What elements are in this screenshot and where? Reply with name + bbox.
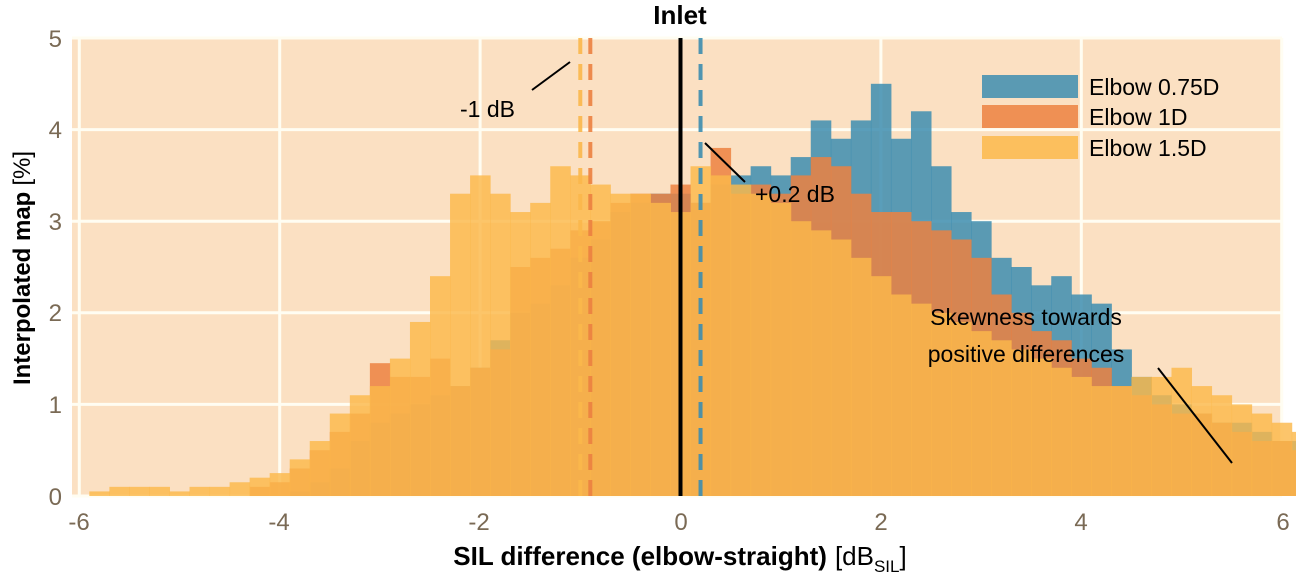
histogram-bar: [1211, 395, 1233, 496]
histogram-bar: [770, 202, 792, 496]
chart-title: Inlet: [653, 0, 707, 30]
legend: Elbow 0.75D Elbow 1D Elbow 1.5D: [982, 74, 1219, 161]
legend-swatch-elbow-075d: [982, 75, 1078, 98]
histogram-bar: [229, 482, 251, 496]
histogram-bar: [971, 331, 992, 496]
histogram-bar: [89, 491, 110, 496]
histogram-bar: [1271, 422, 1293, 496]
x-axis-label-unit-close: ]: [900, 541, 907, 571]
x-axis-label-unit-subscript: SIL: [874, 557, 900, 576]
histogram-bar: [1251, 413, 1273, 496]
y-tick-label: 0: [49, 484, 62, 511]
histogram-bar: [1291, 431, 1296, 496]
histogram-bar: [910, 303, 932, 496]
histogram-bar: [329, 413, 351, 496]
histogram-bar: [309, 441, 331, 496]
histogram-bars: [89, 83, 1296, 497]
histogram-bar: [389, 358, 411, 496]
x-tick-label: 6: [1276, 509, 1289, 536]
histogram-bar: [289, 459, 311, 496]
histogram-bar: [249, 477, 271, 496]
x-axis-label-unit: [dB: [835, 541, 874, 571]
x-tick-label: 2: [874, 509, 887, 536]
legend-swatch-elbow-1d: [982, 105, 1078, 128]
y-tick-labels: 0 1 2 3 4 5: [49, 26, 62, 511]
histogram-bar: [850, 257, 872, 496]
x-tick-labels: -6 -4 -2 0 2 4 6: [68, 509, 1289, 536]
histogram-bar: [1091, 386, 1112, 496]
y-axis-label-text: Interpolated map: [9, 192, 36, 385]
histogram-bar: [189, 486, 211, 496]
x-tick-label: -4: [268, 509, 289, 536]
histogram-bar: [710, 175, 732, 496]
histogram-bar: [931, 312, 952, 496]
histogram-bar: [1151, 376, 1172, 496]
histogram-bar: [550, 166, 571, 497]
annotation-skewness-line1: Skewness towards: [930, 304, 1122, 330]
histogram-bar: [209, 486, 231, 496]
annotation-skewness-line2: positive differences: [928, 341, 1124, 367]
annotation-skewness: Skewness towards positive differences: [928, 304, 1233, 464]
histogram-bar: [430, 276, 451, 496]
histogram-bar: [490, 193, 511, 496]
histogram-bar: [870, 276, 892, 496]
histogram-bar: [129, 486, 150, 496]
histogram-bar: [530, 202, 551, 496]
y-tick-label: 5: [49, 26, 62, 53]
histogram-bar: [1011, 349, 1032, 496]
x-tick-label: -2: [468, 509, 489, 536]
histogram-bar: [810, 230, 832, 497]
annotation-plus-0-2db: +0.2 dB: [704, 142, 835, 207]
histogram-bar: [1111, 386, 1132, 496]
legend-label-elbow-1d: Elbow 1D: [1089, 104, 1187, 130]
histogram-bar: [369, 386, 391, 496]
histogram-bar: [169, 491, 191, 496]
y-axis-label: Interpolated map [%]: [9, 151, 36, 385]
annotation-minus-1db: -1 dB: [460, 61, 571, 122]
y-tick-label: 3: [49, 209, 62, 236]
histogram-bar: [450, 193, 471, 496]
y-tick-label: 1: [49, 392, 62, 419]
histogram-bar: [409, 321, 431, 496]
histogram-bar: [890, 294, 912, 496]
histogram-bar: [1231, 404, 1253, 496]
reference-lines: [578, 38, 703, 496]
histogram-bar: [510, 212, 531, 497]
x-tick-label: 0: [674, 509, 687, 536]
histogram-bar: [730, 184, 752, 496]
histogram-bar: [349, 395, 371, 496]
histogram-bar: [1051, 367, 1072, 496]
histogram-bar: [1131, 376, 1152, 496]
histogram-bar: [1171, 367, 1193, 496]
x-axis-label-text: SIL difference (elbow-straight): [453, 541, 827, 571]
histogram-bar: [269, 473, 291, 496]
histogram-bar: [650, 202, 671, 496]
histogram-bar: [1031, 358, 1052, 496]
x-axis-label: SIL difference (elbow-straight) [dBSIL]: [453, 541, 906, 576]
histogram-bar: [951, 321, 972, 496]
histogram-bar: [149, 486, 170, 496]
annotation-minus-1db-label: -1 dB: [460, 96, 515, 122]
y-axis-label-unit: [%]: [9, 151, 36, 186]
y-tick-label: 4: [49, 117, 62, 144]
histogram-bar: [109, 486, 130, 496]
histogram-bar: [630, 193, 651, 496]
histogram-bar: [991, 340, 1012, 496]
histogram-bar: [1191, 386, 1213, 496]
x-tick-label: 4: [1074, 509, 1087, 536]
histogram-bar: [830, 239, 852, 496]
x-tick-label: -6: [68, 509, 89, 536]
histogram-bar: [1071, 376, 1092, 496]
legend-label-elbow-15d: Elbow 1.5D: [1089, 135, 1207, 161]
annotation-plus-0-2db-label: +0.2 dB: [755, 181, 835, 207]
histogram-bar: [610, 193, 631, 496]
histogram-bar: [790, 221, 812, 496]
legend-swatch-elbow-15d: [982, 136, 1078, 159]
histogram-bar: [470, 175, 491, 496]
histogram-bar: [750, 193, 772, 496]
y-tick-label: 2: [49, 300, 62, 327]
histogram-bar: [590, 184, 611, 496]
legend-label-elbow-075d: Elbow 0.75D: [1089, 74, 1219, 100]
